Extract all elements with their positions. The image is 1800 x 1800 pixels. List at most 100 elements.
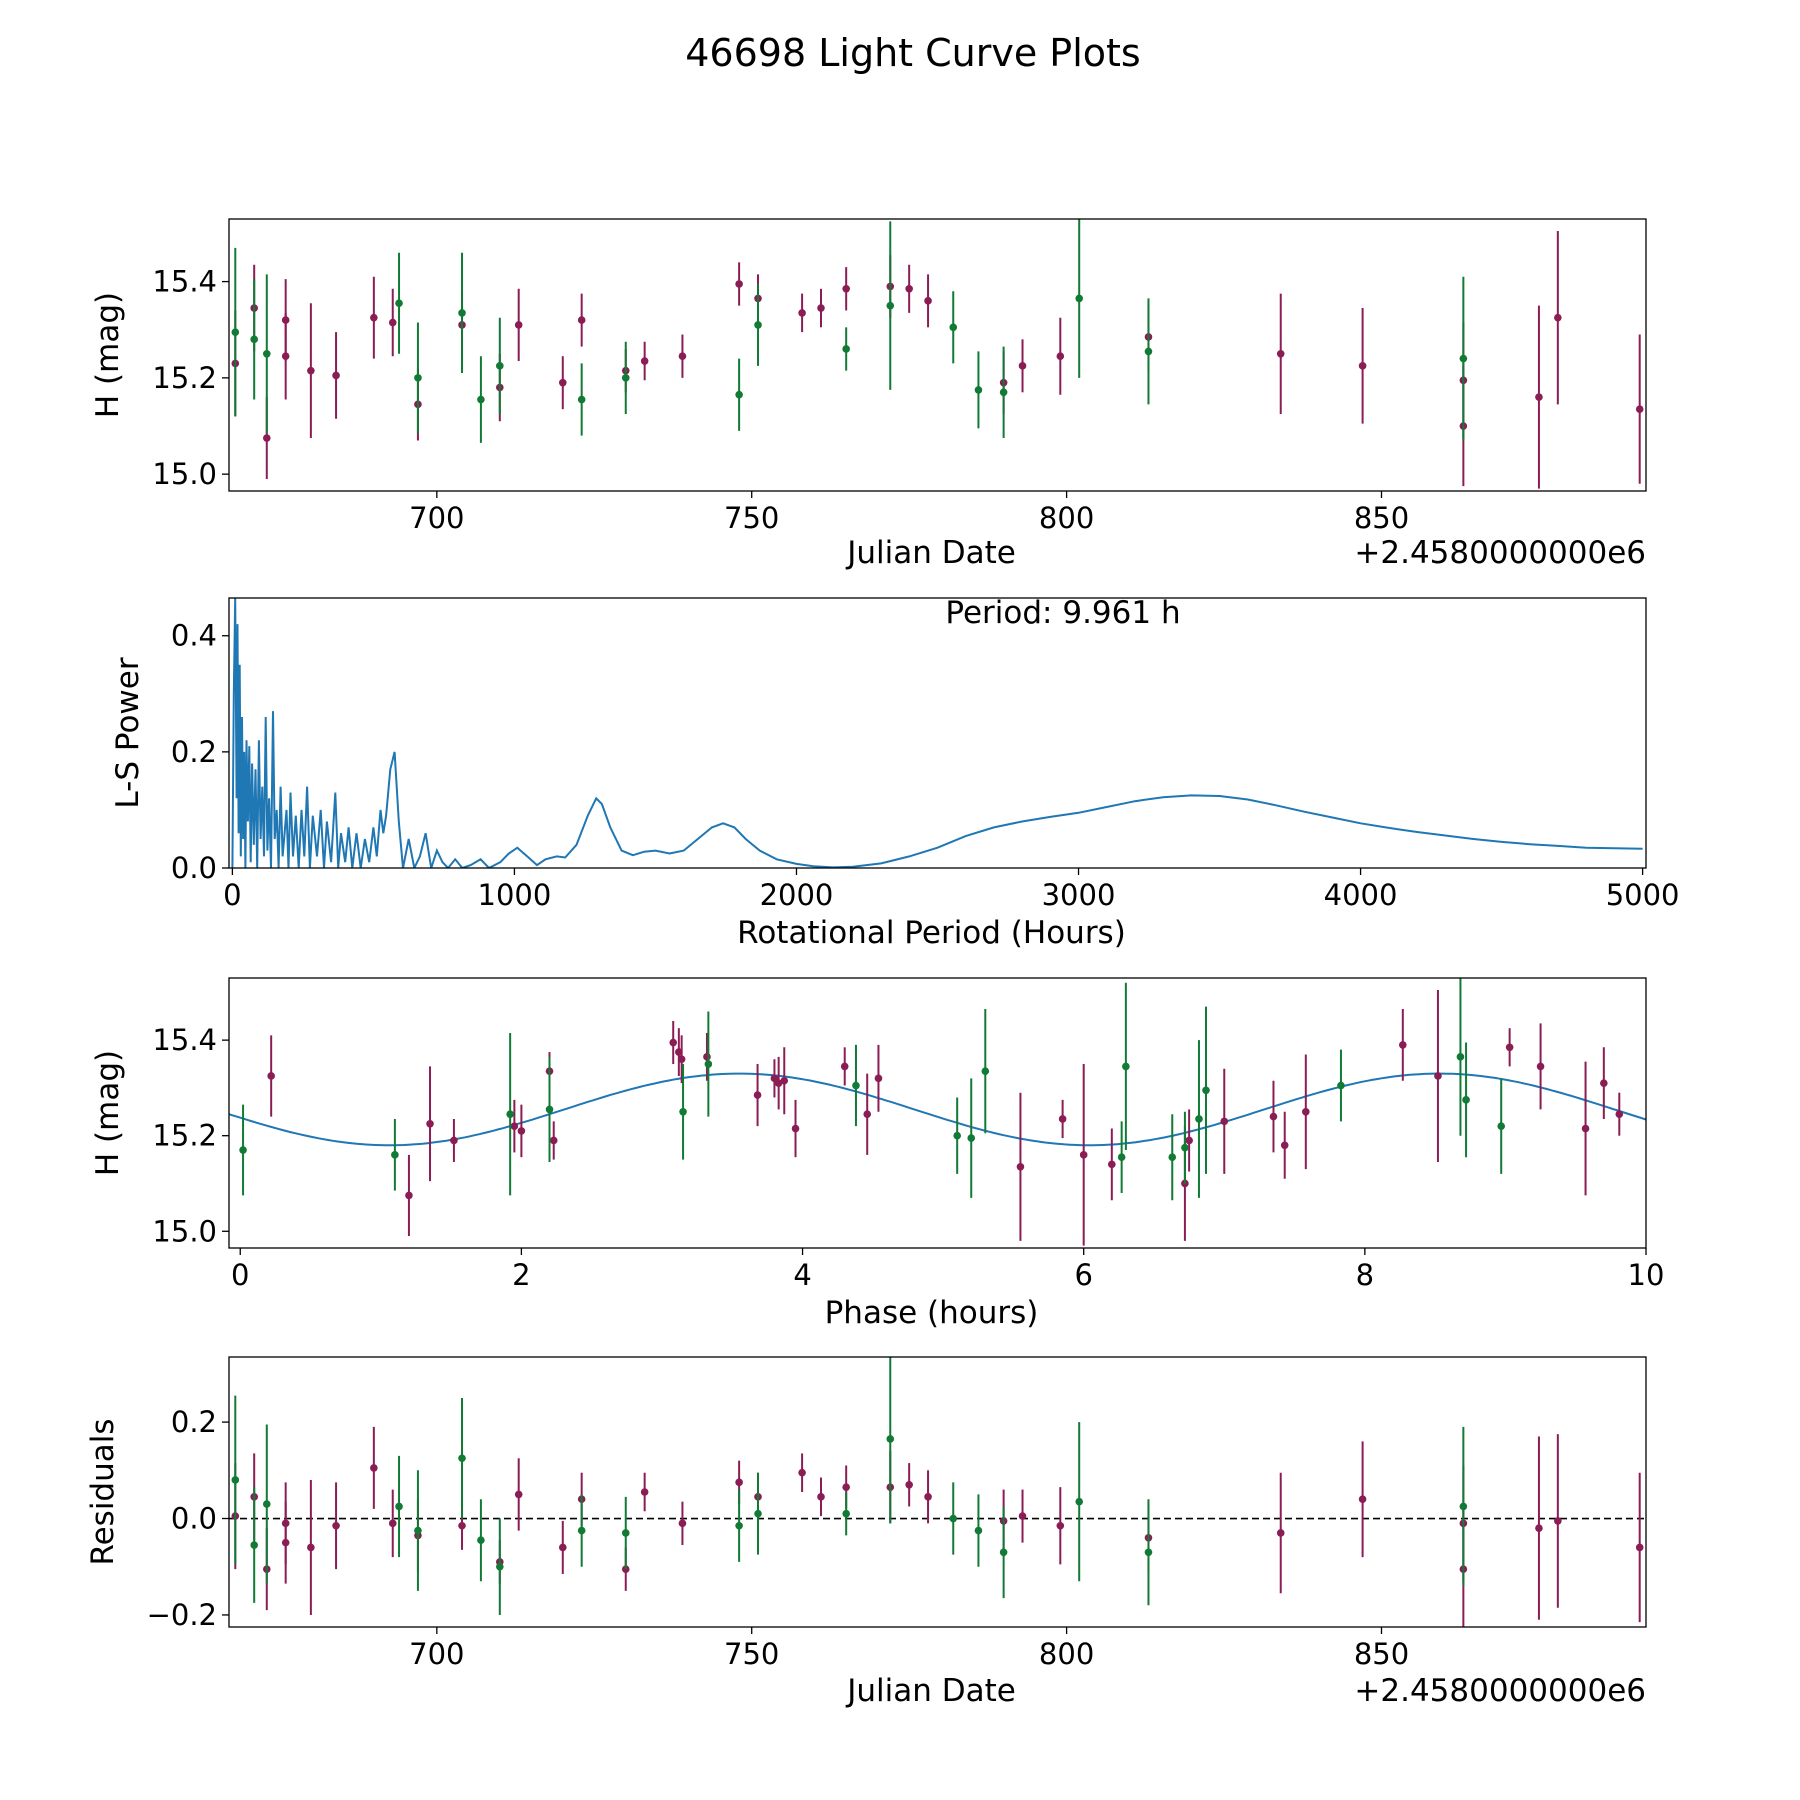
x-tick-label: 4 xyxy=(793,1258,811,1292)
residuals-plot-area xyxy=(229,1357,1646,1627)
data-point-band_a xyxy=(1535,393,1543,401)
data-point-band_b xyxy=(391,1151,399,1159)
data-point-band_b xyxy=(577,1526,586,1535)
data-point-band_a xyxy=(1276,349,1285,358)
data-point-band_a xyxy=(1185,1136,1193,1145)
data-point-band_a xyxy=(924,297,932,305)
data-point-band_b xyxy=(545,1105,554,1114)
y-tick-label: 15.2 xyxy=(152,361,217,395)
y-tick-label: 0.2 xyxy=(171,1405,217,1439)
figure-title: 46698 Light Curve Plots xyxy=(685,31,1140,75)
data-point-band_a xyxy=(791,1124,800,1133)
data-point-band_b xyxy=(974,1526,983,1535)
periodogram-axes-frame xyxy=(228,597,1647,869)
data-point-band_b xyxy=(262,349,271,358)
data-point-band_a xyxy=(307,366,315,375)
data-point-band_a xyxy=(558,1543,567,1552)
data-point-band_a xyxy=(1358,362,1367,370)
data-point-band_a xyxy=(458,1521,466,1530)
data-point-band_b xyxy=(458,1454,466,1463)
data-point-band_a xyxy=(514,1490,523,1499)
y-tick-label: 0.0 xyxy=(171,1502,217,1536)
data-point-band_b xyxy=(458,309,466,317)
data-point-band_a xyxy=(753,1091,762,1099)
data-point-band_b xyxy=(1144,1548,1153,1557)
data-point-band_b xyxy=(949,1514,958,1523)
y-tick-label: 15.0 xyxy=(152,1214,217,1248)
data-point-band_a xyxy=(426,1119,434,1128)
residuals-axes-frame xyxy=(228,1356,1647,1628)
data-point-band_a xyxy=(1276,1529,1285,1537)
light-curve-panel: 700 750 800 850 15.0 15.2 15.4 Julian Date H (ma… xyxy=(90,218,1647,571)
x-axis-label: Julian Date xyxy=(845,1673,1016,1709)
data-point-band_b xyxy=(754,321,762,329)
data-point-band_b xyxy=(967,1134,976,1142)
data-point-band_b xyxy=(395,1502,403,1511)
data-point-band_b xyxy=(621,374,630,382)
x-tick-label: 2000 xyxy=(760,878,834,912)
data-point-band_a xyxy=(370,1464,378,1472)
data-point-band_b xyxy=(621,1529,630,1537)
data-point-band_b xyxy=(1075,1497,1083,1506)
data-point-band_b xyxy=(262,1500,271,1508)
data-point-band_a xyxy=(1600,1079,1608,1087)
x-tick-label: 800 xyxy=(1039,1637,1094,1671)
x-tick-label: 0 xyxy=(231,1258,249,1292)
data-point-band_b xyxy=(949,323,958,332)
phased-curve-panel: 0 2 4 6 8 10 15.0 15.2 15.4 Phase (hours) H (mag) xyxy=(90,977,1664,1331)
data-point-band_b xyxy=(735,390,743,399)
data-point-band_a xyxy=(388,1519,397,1528)
data-point-band_a xyxy=(1018,362,1027,370)
y-tick-label: 15.2 xyxy=(152,1119,217,1153)
data-point-band_b xyxy=(496,1562,504,1571)
data-point-band_b xyxy=(1181,1143,1189,1152)
data-point-band_b xyxy=(1122,1062,1130,1071)
data-point-band_a xyxy=(678,352,687,361)
x-offset-label: +2.4580000000e6 xyxy=(1354,1673,1646,1709)
data-point-band_b xyxy=(1459,1502,1468,1511)
x-tick-label: 4000 xyxy=(1324,878,1398,912)
data-point-band_a xyxy=(405,1191,413,1200)
y-tick-label: −0.2 xyxy=(147,1598,217,1632)
data-point-band_a xyxy=(798,1468,806,1477)
data-point-band_b xyxy=(239,1146,247,1154)
x-axis-label: Julian Date xyxy=(845,535,1016,571)
y-axis-label: Residuals xyxy=(85,1418,121,1565)
data-point-band_a xyxy=(510,1122,519,1130)
x-axis-label: Phase (hours) xyxy=(825,1295,1039,1331)
data-point-band_a xyxy=(905,285,913,293)
data-point-band_b xyxy=(506,1110,514,1118)
periodogram-panel: 0 1000 2000 3000 4000 5000 0.0 0.2 0.4 Rotational… xyxy=(110,595,1680,951)
data-point-band_a xyxy=(1269,1112,1278,1121)
data-point-band_a xyxy=(817,1493,825,1501)
data-point-band_a xyxy=(735,1478,743,1487)
y-tick-label: 0.2 xyxy=(171,735,217,769)
data-point-band_b xyxy=(250,335,258,344)
data-point-band_b xyxy=(577,395,586,404)
data-point-band_a xyxy=(1302,1108,1310,1116)
data-point-band_a xyxy=(577,316,586,324)
data-point-band_b xyxy=(395,299,403,308)
data-point-band_a xyxy=(1505,1043,1514,1052)
x-tick-label: 750 xyxy=(724,501,779,535)
data-point-band_a xyxy=(840,1062,849,1071)
data-point-band_a xyxy=(281,316,290,324)
data-point-band_b xyxy=(477,1536,485,1545)
data-point-band_a xyxy=(678,1519,687,1528)
data-point-band_a xyxy=(1554,313,1562,322)
data-point-band_b xyxy=(1497,1122,1506,1130)
data-point-band_b xyxy=(1075,294,1083,303)
data-point-band_b xyxy=(842,1509,850,1518)
light-curve-axes-frame xyxy=(228,218,1647,492)
data-point-band_b xyxy=(1459,354,1468,363)
data-point-band_a xyxy=(780,1076,789,1085)
data-point-band_a xyxy=(842,1483,850,1491)
data-point-band_a xyxy=(1056,352,1065,361)
data-point-band_a xyxy=(863,1110,872,1118)
x-tick-label: 750 xyxy=(724,1637,779,1671)
data-point-band_a xyxy=(905,1480,913,1489)
y-tick-label: 15.4 xyxy=(152,265,217,299)
model-fit-curve xyxy=(229,1072,1646,1147)
